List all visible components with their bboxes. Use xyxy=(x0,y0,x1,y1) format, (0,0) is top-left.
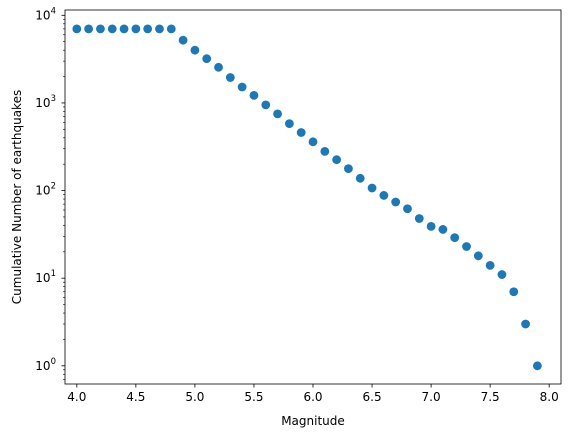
data-point xyxy=(426,222,436,231)
x-tick-label: 4.5 xyxy=(126,390,145,404)
data-point xyxy=(296,128,306,137)
data-point xyxy=(273,109,282,119)
data-point xyxy=(143,24,153,34)
x-tick-label: 7.5 xyxy=(481,390,500,404)
data-point xyxy=(379,191,389,200)
data-point xyxy=(84,24,94,34)
data-point xyxy=(107,24,117,34)
x-tick-label: 8.0 xyxy=(540,390,559,404)
y-axis-ticks: 100 101 102 103 104 xyxy=(35,6,65,380)
data-point xyxy=(72,24,82,34)
data-points xyxy=(72,24,542,371)
data-point xyxy=(391,197,401,207)
data-point xyxy=(509,287,519,297)
data-point xyxy=(131,24,141,34)
x-tick-label: 6.0 xyxy=(303,390,322,404)
x-tick-label: 7.0 xyxy=(422,390,441,404)
data-point xyxy=(320,146,330,156)
data-point xyxy=(96,24,105,34)
data-point xyxy=(473,251,483,261)
data-point xyxy=(284,119,294,129)
data-point xyxy=(403,204,412,214)
x-tick-label: 5.0 xyxy=(185,390,204,404)
data-point xyxy=(355,173,365,183)
data-point xyxy=(450,233,460,243)
data-point xyxy=(237,82,247,92)
x-tick-label: 6.5 xyxy=(363,390,382,404)
data-point xyxy=(119,24,129,34)
data-point xyxy=(414,214,424,223)
data-point xyxy=(438,225,448,234)
data-point xyxy=(367,183,377,193)
y-axis-label: Cumulative Number of earthquakes xyxy=(10,90,24,304)
data-point xyxy=(344,164,353,174)
x-tick-label: 5.5 xyxy=(244,390,263,404)
data-point xyxy=(261,100,271,110)
data-point xyxy=(462,242,471,251)
data-point xyxy=(178,35,188,45)
data-point xyxy=(202,54,212,64)
data-point xyxy=(155,24,164,34)
y-tick-label: 102 xyxy=(35,182,56,198)
data-point xyxy=(332,155,342,165)
data-point xyxy=(166,24,176,34)
data-point xyxy=(485,260,495,270)
data-point xyxy=(225,73,235,82)
data-point xyxy=(521,319,530,329)
x-axis-label: Magnitude xyxy=(281,414,345,428)
data-point xyxy=(532,361,542,371)
data-point xyxy=(497,270,507,279)
data-point xyxy=(214,62,223,72)
x-tick-label: 4.0 xyxy=(67,390,86,404)
y-tick-label: 104 xyxy=(35,6,56,22)
data-point xyxy=(308,137,318,147)
y-tick-label: 101 xyxy=(35,269,56,285)
x-axis-ticks: 4.0 4.5 5.0 5.5 6.0 6.5 7.0 7.5 8.0 xyxy=(67,384,559,404)
y-tick-label: 103 xyxy=(35,94,56,110)
data-point xyxy=(249,90,259,100)
y-tick-label: 100 xyxy=(35,357,56,373)
data-point xyxy=(190,45,200,55)
plot-area xyxy=(64,9,562,385)
